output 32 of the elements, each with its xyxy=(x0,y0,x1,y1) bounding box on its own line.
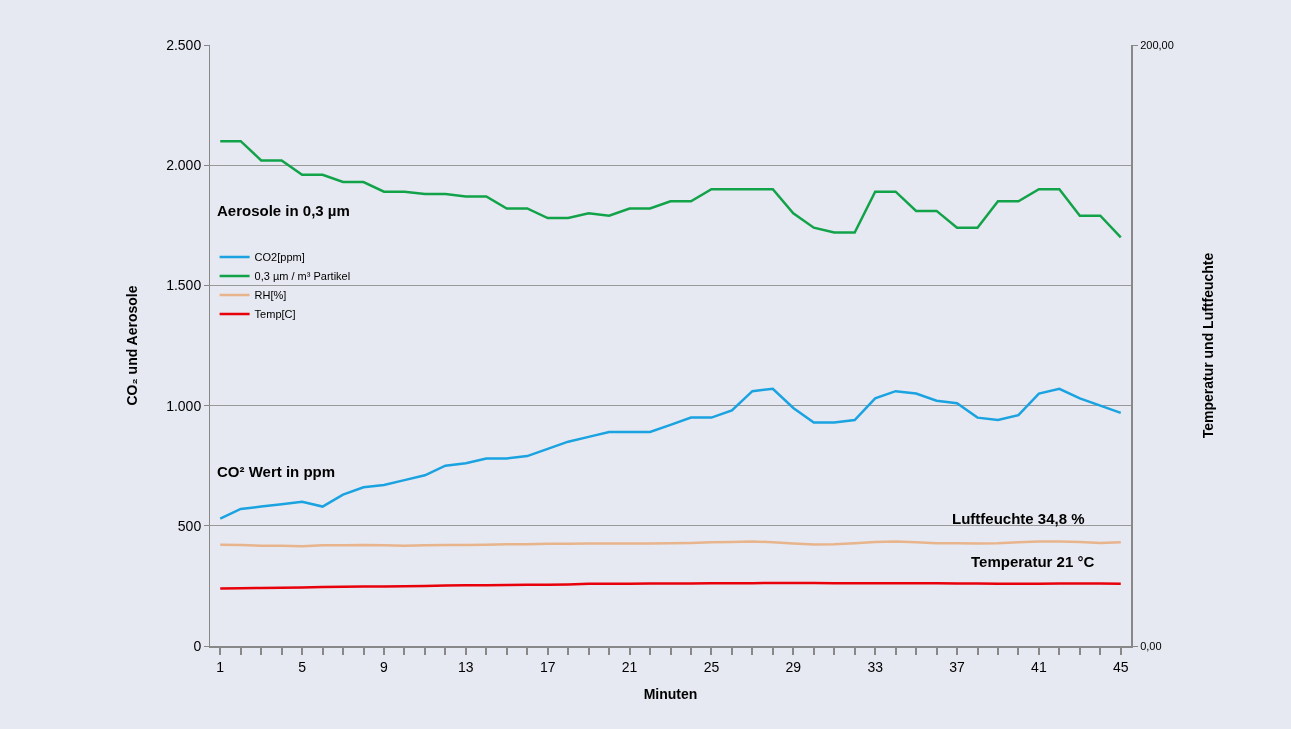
x-tick-label: 33 xyxy=(867,658,884,675)
y-tick-label: 2.000 xyxy=(166,157,202,174)
x-tick-label: 29 xyxy=(785,658,802,675)
legend-label: Temp[C] xyxy=(254,308,296,321)
y-axis-title: CO₂ und Aerosole xyxy=(123,285,140,406)
legend-label: RH[%] xyxy=(254,289,287,302)
y-tick-label: 2.500 xyxy=(166,36,202,53)
legend-label: CO2[ppm] xyxy=(254,251,305,264)
x-tick-label: 21 xyxy=(621,658,638,675)
x-tick-label: 45 xyxy=(1112,658,1129,675)
y-tick-label: 1.500 xyxy=(166,277,202,294)
x-axis-title: Minuten xyxy=(643,686,698,702)
y2-tick-label: 200,00 xyxy=(1140,38,1174,51)
x-tick-label: 41 xyxy=(1031,658,1047,675)
x-tick-label: 5 xyxy=(298,658,307,675)
annotation: Temperatur 21 °C xyxy=(971,553,1095,570)
y-tick-label: 500 xyxy=(177,517,202,534)
annotation: Aerosole in 0,3 µm xyxy=(217,202,350,219)
x-tick-label: 37 xyxy=(949,658,966,675)
x-tick-label: 17 xyxy=(539,658,556,675)
x-tick-label: 25 xyxy=(703,658,720,675)
annotation: Luftfeuchte 34,8 % xyxy=(952,510,1085,527)
y2-axis-title: Temperatur und Luftfeuchte xyxy=(1199,252,1216,439)
x-tick-label: 13 xyxy=(458,658,474,675)
y2-tick-label: 0,00 xyxy=(1140,639,1162,652)
y-tick-label: 0 xyxy=(193,637,202,654)
annotation: CO² Wert in ppm xyxy=(217,463,336,480)
y-tick-label: 1.000 xyxy=(166,397,202,414)
x-tick-label: 9 xyxy=(380,658,389,675)
legend-label: 0,3 µm / m³ Partikel xyxy=(254,270,351,283)
x-tick-label: 1 xyxy=(216,658,225,675)
line-series xyxy=(218,139,1123,239)
